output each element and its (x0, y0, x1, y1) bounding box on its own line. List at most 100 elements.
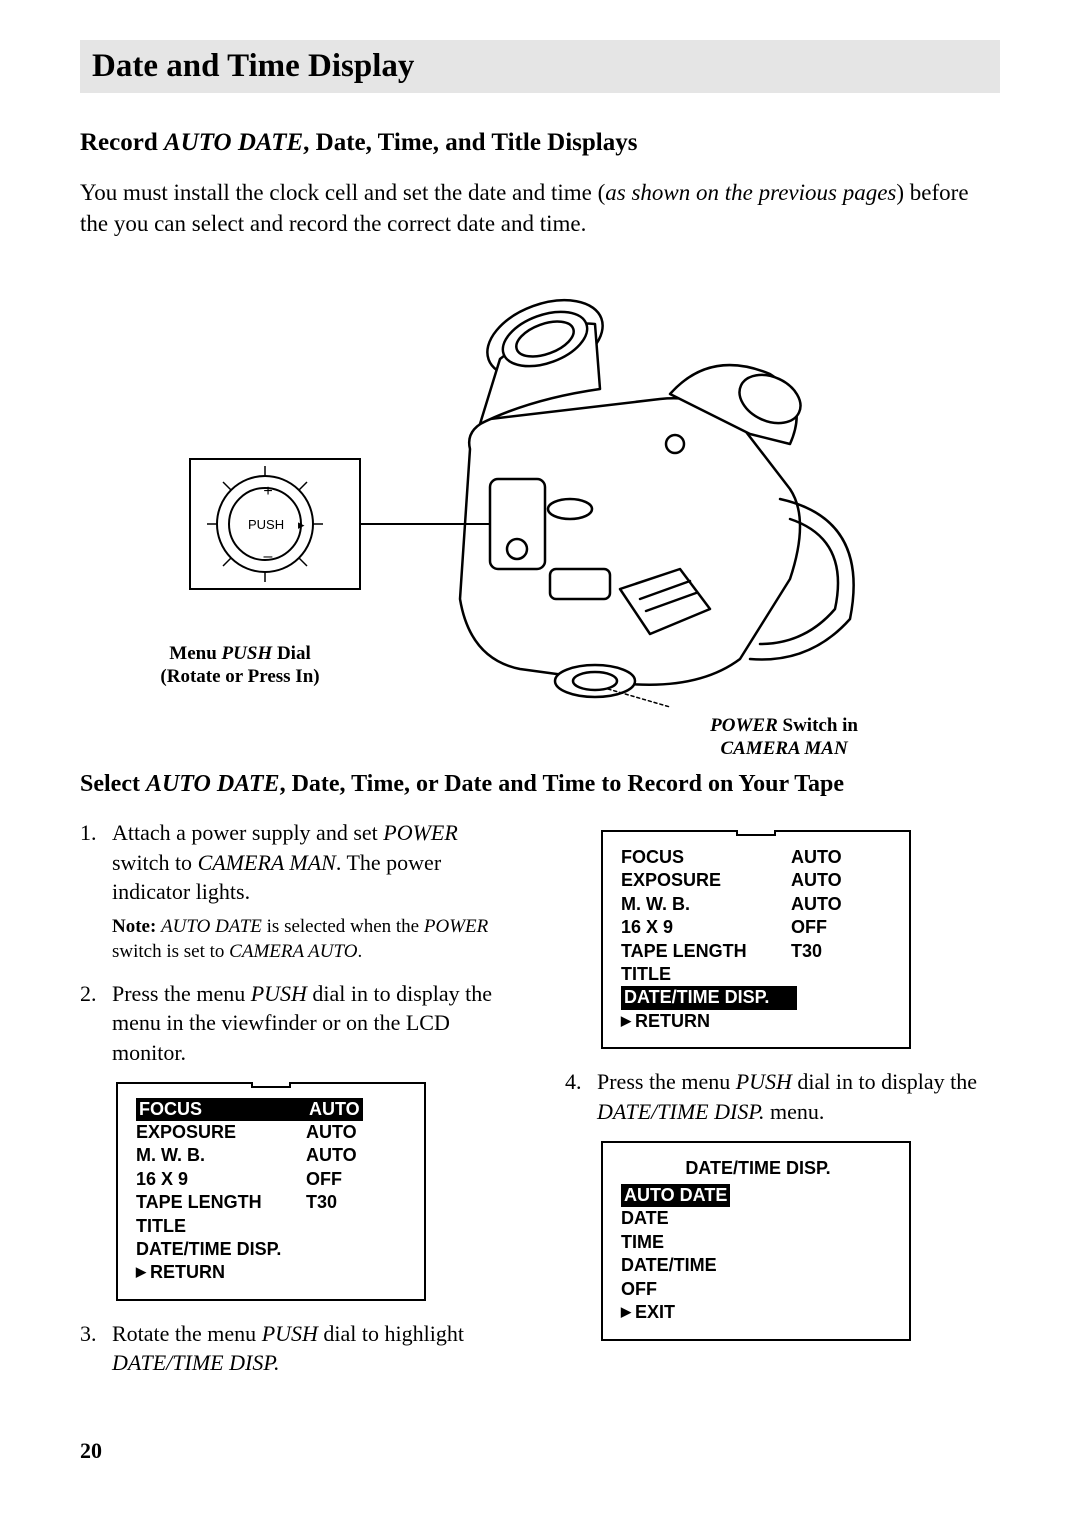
menu-row: 16 X 9OFF (621, 916, 895, 939)
menu-item-label: EXPOSURE (136, 1121, 306, 1144)
menu-item-value: AUTO (791, 846, 842, 869)
menu-item-label: DATE/TIME DISP. (136, 1238, 306, 1261)
push-label: PUSH (248, 517, 284, 532)
menu-item-value: AUTO (306, 1144, 357, 1167)
step-text: switch to (112, 850, 198, 875)
svg-text:–: – (264, 548, 273, 565)
subheading-italic: AUTO DATE (146, 771, 280, 797)
menu-exit: EXIT (621, 1301, 895, 1324)
menu-item: OFF (621, 1278, 895, 1301)
menu-item-label: TITLE (621, 963, 791, 986)
menu-return: RETURN (136, 1261, 410, 1284)
menu-return: RETURN (621, 1010, 895, 1033)
instruction-list: Press the menu PUSH dial in to display t… (565, 1067, 1000, 1126)
left-column: Attach a power supply and set POWER swit… (80, 818, 515, 1392)
caption-text: Switch in (778, 715, 858, 736)
step-italic: CAMERA MAN (198, 850, 336, 875)
menu-item-label: 16 X 9 (136, 1168, 306, 1191)
svg-text:+: + (263, 483, 272, 500)
menu-item-value (791, 986, 797, 1009)
menu-item-value: T30 (791, 940, 822, 963)
menu-row: FOCUSAUTO (621, 846, 895, 869)
menu-row: EXPOSUREAUTO (136, 1121, 410, 1144)
note-italic: CAMERA AUTO (229, 941, 357, 962)
menu-item-label: FOCUS (621, 846, 791, 869)
step-italic: DATE/TIME DISP. (597, 1099, 764, 1124)
exit-label: EXIT (635, 1302, 675, 1322)
step-text: Rotate the menu (112, 1321, 262, 1346)
menu-tab-icon (736, 830, 776, 836)
step-text: Press the menu (112, 981, 251, 1006)
menu-item-label: TAPE LENGTH (136, 1191, 306, 1214)
menu-item-label: 16 X 9 (621, 916, 791, 939)
instruction-list: Attach a power supply and set POWER swit… (80, 818, 515, 1068)
step-text: menu. (764, 1099, 824, 1124)
step-italic: POWER (383, 820, 458, 845)
menu-item-value: AUTO (306, 1121, 357, 1144)
svg-text:▸: ▸ (298, 517, 305, 532)
menu-item-label: FOCUS (136, 1098, 306, 1121)
intro-italic: as shown on the previous pages (605, 180, 896, 205)
menu-row: FOCUSAUTO (136, 1098, 410, 1121)
menu-item-value: AUTO (791, 869, 842, 892)
step-4: Press the menu PUSH dial in to display t… (565, 1067, 1000, 1126)
intro-paragraph: You must install the clock cell and set … (80, 177, 1000, 239)
step-3: Rotate the menu PUSH dial to highlight D… (80, 1319, 515, 1378)
intro-text: You must install the clock cell and set … (80, 180, 605, 205)
menu-item-value: OFF (791, 916, 827, 939)
step-note: Note: AUTO DATE is selected when the POW… (112, 915, 515, 964)
menu-row: DATE/TIME DISP. (136, 1238, 410, 1261)
menu-title: DATE/TIME DISP. (621, 1157, 895, 1180)
menu-item-label: M. W. B. (621, 893, 791, 916)
two-column-layout: Attach a power supply and set POWER swit… (80, 818, 1000, 1392)
step-text: Attach a power supply and set (112, 820, 383, 845)
menu-row: 16 X 9OFF (136, 1168, 410, 1191)
menu-display-1: FOCUSAUTOEXPOSUREAUTOM. W. B.AUTO16 X 9O… (116, 1082, 426, 1301)
subheading-text: Select (80, 771, 146, 797)
menu-tab-icon (251, 1082, 291, 1088)
page-number: 20 (80, 1438, 1000, 1464)
menu-row: M. W. B.AUTO (621, 893, 895, 916)
step-italic: PUSH (262, 1321, 318, 1346)
return-label: RETURN (150, 1262, 225, 1282)
menu-item-label: TITLE (136, 1215, 306, 1238)
step-italic: DATE/TIME DISP. (112, 1350, 279, 1375)
menu-item-label: TAPE LENGTH (621, 940, 791, 963)
menu-item: DATE/TIME (621, 1254, 895, 1277)
caption-italic: CAMERA MAN (720, 738, 847, 759)
subheading-record: Record AUTO DATE, Date, Time, and Title … (80, 129, 1000, 157)
instruction-list: Rotate the menu PUSH dial to highlight D… (80, 1319, 515, 1378)
step-italic: PUSH (251, 981, 307, 1006)
menu-row: M. W. B.AUTO (136, 1144, 410, 1167)
menu-item-value: T30 (306, 1191, 337, 1214)
step-text: Press the menu (597, 1069, 736, 1094)
step-2: Press the menu PUSH dial in to display t… (80, 979, 515, 1068)
note-text: switch is set to (112, 941, 229, 962)
step-italic: PUSH (736, 1069, 792, 1094)
note-label: Note: (112, 916, 161, 937)
right-column: FOCUSAUTOEXPOSUREAUTOM. W. B.AUTO16 X 9O… (565, 818, 1000, 1392)
caption-text: Dial (272, 643, 311, 664)
menu-item: TIME (621, 1231, 895, 1254)
section-header: Date and Time Display (80, 40, 1000, 93)
menu-row: TAPE LENGTHT30 (621, 940, 895, 963)
caption-italic: PUSH (222, 643, 273, 664)
power-caption: POWER Switch in CAMERA MAN (710, 714, 858, 762)
caption-text: (Rotate or Press In) (160, 666, 319, 687)
step-1: Attach a power supply and set POWER swit… (80, 818, 515, 964)
menu-row: TITLE (136, 1215, 410, 1238)
note-text: is selected when the (262, 916, 424, 937)
camera-diagram: + PUSH ▸ – Menu PUSH Dial (Rotate or Pre… (150, 269, 930, 709)
menu-item-value: OFF (306, 1168, 342, 1191)
menu-row: EXPOSUREAUTO (621, 869, 895, 892)
menu-item: DATE (621, 1207, 895, 1230)
menu-display-2: FOCUSAUTOEXPOSUREAUTOM. W. B.AUTO16 X 9O… (601, 830, 911, 1049)
page-title: Date and Time Display (92, 48, 988, 85)
menu-item-label: M. W. B. (136, 1144, 306, 1167)
subheading-select: Select AUTO DATE, Date, Time, or Date an… (80, 771, 1000, 798)
dial-caption: Menu PUSH Dial (Rotate or Press In) (120, 642, 360, 690)
step-text: dial to highlight (318, 1321, 464, 1346)
subheading-text: , Date, Time, and Title Displays (303, 129, 637, 156)
caption-italic: POWER (710, 715, 778, 736)
menu-item-value: AUTO (791, 893, 842, 916)
